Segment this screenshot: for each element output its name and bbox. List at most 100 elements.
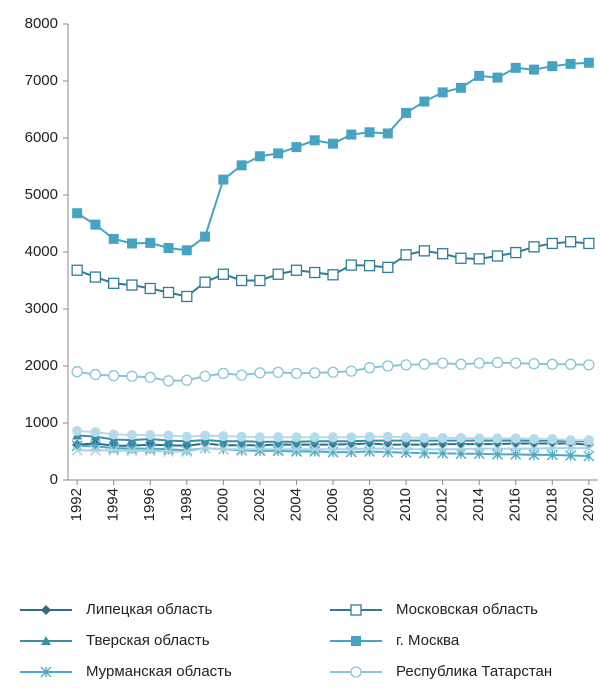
marker	[236, 431, 247, 442]
marker	[126, 443, 138, 455]
legend-label: г. Москва	[396, 632, 460, 649]
marker	[71, 444, 83, 456]
marker	[145, 429, 156, 440]
marker	[181, 374, 193, 386]
marker	[455, 443, 467, 455]
legend-item: Тверская область	[20, 632, 210, 649]
marker	[546, 442, 558, 454]
marker	[328, 138, 338, 149]
marker	[181, 446, 193, 457]
marker	[236, 160, 247, 171]
marker	[126, 370, 138, 382]
marker	[89, 271, 102, 283]
legend-label: Республика Татарстан	[396, 663, 552, 680]
marker	[309, 135, 320, 146]
marker	[382, 360, 394, 372]
marker	[363, 362, 376, 374]
marker	[108, 429, 119, 440]
marker	[71, 440, 83, 452]
legend-item: Московская область	[330, 601, 538, 618]
x-tick-label: 2016	[507, 488, 524, 521]
marker	[546, 358, 558, 370]
marker	[162, 375, 175, 387]
marker	[364, 443, 376, 455]
marker	[145, 237, 156, 248]
marker	[126, 445, 138, 457]
marker	[328, 432, 338, 443]
marker	[236, 443, 248, 455]
legend-item: Мурманская область	[20, 663, 232, 680]
x-tick-label: 2012	[434, 488, 451, 521]
marker	[290, 367, 303, 380]
marker	[217, 268, 229, 280]
marker	[473, 443, 485, 455]
x-tick-label: 1996	[141, 488, 158, 521]
marker	[474, 433, 485, 444]
marker	[108, 370, 120, 382]
y-tick-label: 5000	[25, 186, 58, 203]
marker	[491, 250, 504, 262]
marker	[254, 445, 266, 457]
marker	[529, 64, 540, 75]
marker	[437, 357, 449, 369]
marker	[163, 443, 175, 455]
marker	[455, 82, 466, 93]
marker	[382, 128, 393, 139]
marker	[345, 259, 357, 271]
x-tick-label: 2014	[470, 488, 487, 521]
marker	[529, 433, 540, 444]
marker	[272, 443, 284, 455]
marker	[72, 425, 83, 436]
series-line	[76, 61, 589, 252]
marker	[89, 444, 101, 456]
y-tick-label: 3000	[25, 300, 58, 317]
marker	[510, 62, 521, 73]
y-tick-label: 4000	[25, 243, 58, 260]
marker	[364, 431, 375, 442]
x-tick-label: 2002	[251, 488, 268, 521]
marker	[108, 277, 120, 290]
marker	[108, 444, 120, 456]
marker	[309, 443, 321, 455]
marker	[126, 238, 137, 249]
x-tick-label: 2020	[580, 488, 597, 521]
marker	[309, 266, 321, 279]
marker	[200, 430, 211, 441]
marker	[254, 274, 266, 287]
marker	[309, 446, 321, 457]
x-tick-label: 2000	[214, 488, 231, 521]
marker	[181, 290, 193, 303]
marker	[350, 666, 362, 678]
legend-label: Тверская область	[86, 632, 210, 649]
marker	[455, 432, 466, 443]
marker	[564, 236, 577, 248]
marker	[144, 371, 156, 384]
marker	[327, 269, 339, 281]
marker	[455, 358, 467, 370]
legend-label: Липецкая область	[86, 601, 213, 618]
marker	[72, 208, 83, 219]
marker	[199, 370, 211, 382]
y-tick-label: 6000	[25, 129, 58, 146]
marker	[547, 433, 558, 444]
marker	[547, 61, 558, 72]
marker	[437, 432, 448, 443]
marker	[528, 358, 540, 370]
marker	[491, 443, 503, 455]
marker	[583, 442, 595, 454]
marker	[163, 446, 175, 457]
marker	[163, 243, 174, 254]
marker	[254, 151, 265, 162]
x-tick-label: 2004	[287, 488, 304, 521]
marker	[345, 365, 357, 377]
y-tick-label: 7000	[25, 72, 58, 89]
marker	[327, 443, 339, 455]
y-tick-label: 2000	[25, 357, 58, 374]
marker	[291, 142, 302, 153]
marker	[71, 264, 83, 276]
marker	[351, 636, 361, 646]
marker	[235, 369, 248, 381]
marker	[254, 443, 266, 455]
marker	[401, 107, 412, 118]
